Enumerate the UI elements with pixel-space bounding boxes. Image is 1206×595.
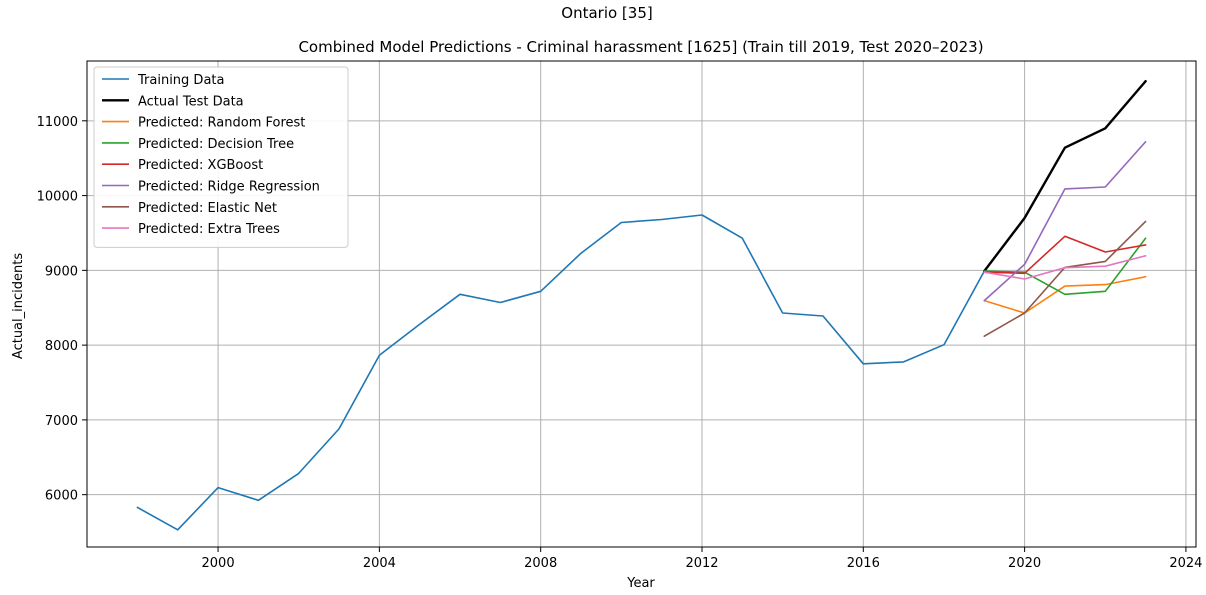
y-tick-label: 6000 [45,489,78,504]
series-line-2 [983,79,1147,273]
legend-box [93,66,349,248]
x-tick-label: 2012 [685,556,718,571]
x-tick-label: 2004 [363,556,396,571]
legend-label: Predicted: Decision Tree [138,137,294,152]
x-tick-label: 2024 [1169,556,1202,571]
figure-suptitle: Ontario [35] [561,4,652,22]
legend-label: Predicted: Extra Trees [138,222,280,237]
x-tick-label: 2016 [847,556,880,571]
axis-ticks: 2000 2004 2008 2012 2016 2020 2024 6000 7000 8000… [37,115,1203,571]
y-tick-label: 7000 [45,414,78,429]
legend-label: Predicted: Random Forest [138,116,305,131]
series-line-1 [136,214,986,531]
legend-label: Training Data [137,73,224,88]
x-tick-label: 2020 [1008,556,1041,571]
x-tick-label: 2008 [524,556,557,571]
x-axis-label: Year [626,576,655,591]
legend-label: Predicted: Elastic Net [138,201,277,216]
legend-label: Actual Test Data [138,94,244,109]
y-tick-label: 9000 [45,264,78,279]
series-line-5 [983,235,1147,275]
plot-frame [86,60,1197,548]
legend: Training Data Actual Test Data Predicted: … [93,66,349,248]
chart-title: Combined Model Predictions - Criminal ha… [298,38,983,56]
series-line-8 [983,255,1147,280]
y-tick-label: 11000 [37,115,78,130]
series-line-3 [983,275,1147,314]
y-tick-label: 10000 [37,190,78,205]
y-axis-label: Actual_incidents [11,253,26,359]
y-tick-label: 8000 [45,339,78,354]
series-line-4 [983,237,1147,296]
legend-label: Predicted: Ridge Regression [138,180,320,195]
x-tick-label: 2000 [202,556,235,571]
series-lines [136,79,1147,531]
legend-label: Predicted: XGBoost [138,158,263,173]
